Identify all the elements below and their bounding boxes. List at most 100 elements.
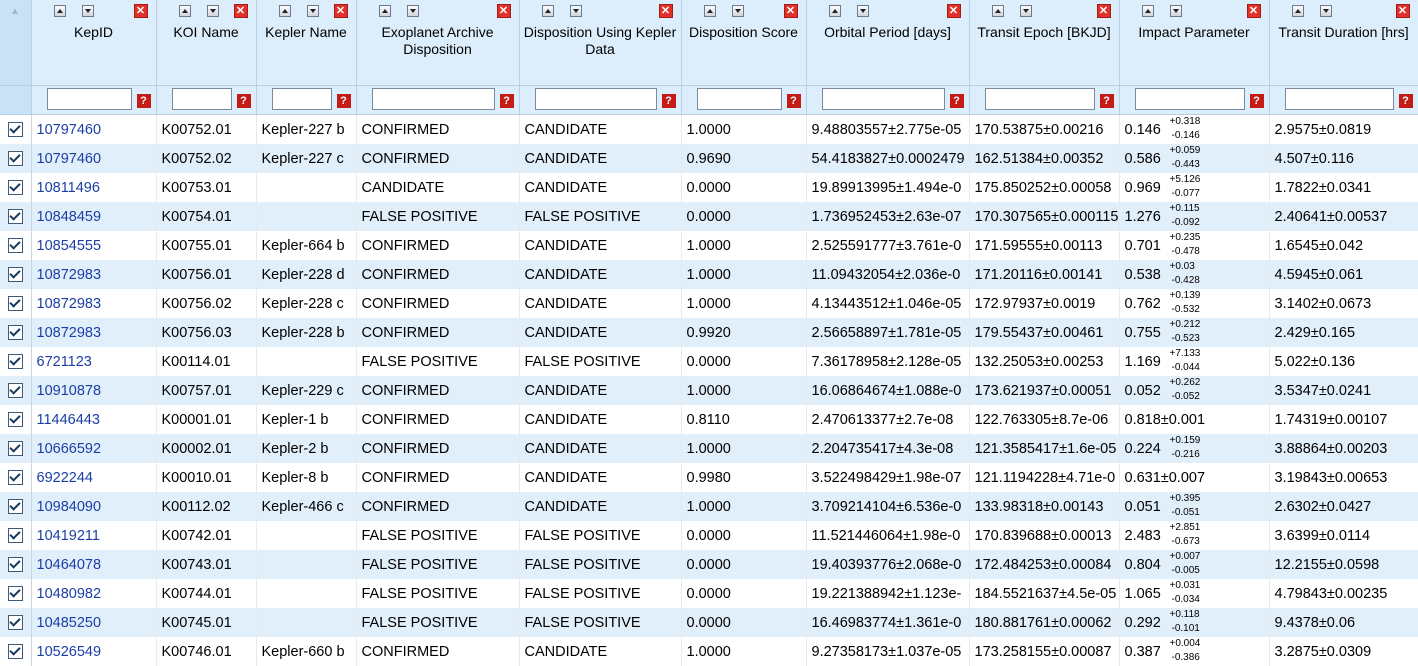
- help-icon[interactable]: ?: [1399, 94, 1413, 108]
- sort-descending-icon[interactable]: [1020, 5, 1032, 17]
- help-icon[interactable]: ?: [662, 94, 676, 108]
- help-icon[interactable]: ?: [787, 94, 801, 108]
- kepid-link[interactable]: 10797460: [37, 122, 102, 138]
- close-icon[interactable]: ✕: [1097, 4, 1111, 18]
- filter-input[interactable]: [272, 88, 332, 110]
- kepid-cell[interactable]: 10872983: [31, 318, 156, 347]
- kepid-link[interactable]: 10526549: [37, 644, 102, 660]
- help-icon[interactable]: ?: [500, 94, 514, 108]
- filter-input[interactable]: [372, 88, 495, 110]
- checkbox-checked-icon[interactable]: [8, 499, 23, 514]
- row-select-cell[interactable]: [0, 637, 31, 666]
- kepid-link[interactable]: 10811496: [37, 180, 100, 196]
- column-header[interactable]: ✕Impact Parameter: [1119, 0, 1269, 86]
- row-select-cell[interactable]: [0, 608, 31, 637]
- kepid-cell[interactable]: 10854555: [31, 231, 156, 260]
- column-header[interactable]: ✕Disposition Score: [681, 0, 806, 86]
- kepid-cell[interactable]: 10872983: [31, 289, 156, 318]
- help-icon[interactable]: ?: [950, 94, 964, 108]
- sort-ascending-icon[interactable]: [992, 5, 1004, 17]
- close-icon[interactable]: ✕: [134, 4, 148, 18]
- checkbox-checked-icon[interactable]: [8, 151, 23, 166]
- row-select-cell[interactable]: [0, 202, 31, 231]
- row-select-cell[interactable]: [0, 492, 31, 521]
- row-select-cell[interactable]: [0, 347, 31, 376]
- checkbox-checked-icon[interactable]: [8, 354, 23, 369]
- help-icon[interactable]: ?: [237, 94, 251, 108]
- sort-ascending-icon[interactable]: [1292, 5, 1304, 17]
- select-all-header[interactable]: ▲: [0, 0, 31, 86]
- row-select-cell[interactable]: [0, 115, 31, 145]
- kepid-link[interactable]: 10464078: [37, 557, 102, 573]
- kepid-cell[interactable]: 10872983: [31, 260, 156, 289]
- kepid-link[interactable]: 10872983: [37, 267, 102, 283]
- filter-input[interactable]: [822, 88, 945, 110]
- kepid-cell[interactable]: 10480982: [31, 579, 156, 608]
- sort-ascending-icon[interactable]: [179, 5, 191, 17]
- column-header[interactable]: ✕Transit Duration [hrs]: [1269, 0, 1418, 86]
- kepid-cell[interactable]: 10797460: [31, 144, 156, 173]
- kepid-cell[interactable]: 10419211: [31, 521, 156, 550]
- column-header[interactable]: ✕Transit Epoch [BKJD]: [969, 0, 1119, 86]
- row-select-cell[interactable]: [0, 405, 31, 434]
- kepid-link[interactable]: 6721123: [37, 354, 92, 370]
- kepid-link[interactable]: 10419211: [37, 528, 100, 544]
- kepid-link[interactable]: 10910878: [37, 383, 102, 399]
- row-select-cell[interactable]: [0, 579, 31, 608]
- kepid-cell[interactable]: 10811496: [31, 173, 156, 202]
- checkbox-checked-icon[interactable]: [8, 412, 23, 427]
- sort-ascending-icon[interactable]: [54, 5, 66, 17]
- row-select-cell[interactable]: [0, 231, 31, 260]
- close-icon[interactable]: ✕: [1247, 4, 1261, 18]
- row-select-cell[interactable]: [0, 318, 31, 347]
- close-icon[interactable]: ✕: [784, 4, 798, 18]
- sort-descending-icon[interactable]: [570, 5, 582, 17]
- checkbox-checked-icon[interactable]: [8, 383, 23, 398]
- kepid-cell[interactable]: 10666592: [31, 434, 156, 463]
- checkbox-checked-icon[interactable]: [8, 238, 23, 253]
- column-header[interactable]: ✕Kepler Name: [256, 0, 356, 86]
- row-select-cell[interactable]: [0, 376, 31, 405]
- filter-input[interactable]: [1285, 88, 1394, 110]
- kepid-link[interactable]: 10872983: [37, 296, 102, 312]
- column-header[interactable]: ✕KepID: [31, 0, 156, 86]
- row-select-cell[interactable]: [0, 550, 31, 579]
- row-select-cell[interactable]: [0, 289, 31, 318]
- kepid-cell[interactable]: 11446443: [31, 405, 156, 434]
- close-icon[interactable]: ✕: [497, 4, 511, 18]
- column-header[interactable]: ✕Orbital Period [days]: [806, 0, 969, 86]
- sort-descending-icon[interactable]: [407, 5, 419, 17]
- sort-ascending-icon[interactable]: [1142, 5, 1154, 17]
- sort-descending-icon[interactable]: [207, 5, 219, 17]
- kepid-link[interactable]: 11446443: [37, 412, 100, 428]
- checkbox-checked-icon[interactable]: [8, 325, 23, 340]
- sort-descending-icon[interactable]: [82, 5, 94, 17]
- help-icon[interactable]: ?: [337, 94, 351, 108]
- kepid-cell[interactable]: 10984090: [31, 492, 156, 521]
- filter-input[interactable]: [697, 88, 782, 110]
- kepid-cell[interactable]: 6721123: [31, 347, 156, 376]
- row-select-cell[interactable]: [0, 173, 31, 202]
- kepid-link[interactable]: 10854555: [37, 238, 102, 254]
- row-select-cell[interactable]: [0, 260, 31, 289]
- kepid-link[interactable]: 10666592: [37, 441, 102, 457]
- sort-ascending-icon[interactable]: [829, 5, 841, 17]
- kepid-link[interactable]: 10848459: [37, 209, 102, 225]
- kepid-link[interactable]: 10480982: [37, 586, 102, 602]
- checkbox-checked-icon[interactable]: [8, 557, 23, 572]
- sort-descending-icon[interactable]: [732, 5, 744, 17]
- kepid-link[interactable]: 10485250: [37, 615, 102, 631]
